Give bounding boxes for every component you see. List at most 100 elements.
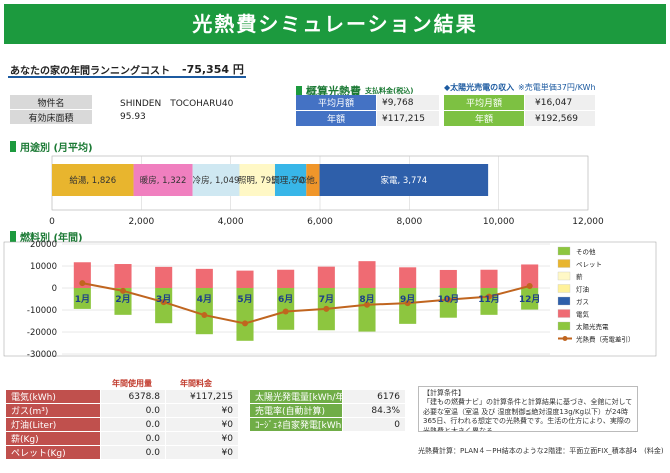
- legend-swatch: [557, 271, 571, 281]
- month-label: 10月: [438, 294, 460, 305]
- estimate-yearly-value: ¥117,215: [377, 111, 439, 126]
- estimate-header: 概算光熱費 支払料金(税込): [296, 83, 413, 99]
- month-label: 4月: [197, 294, 212, 305]
- electric-bar: [358, 261, 376, 288]
- legend-label: 太陽光売電: [576, 322, 609, 331]
- legend-label: その他: [576, 247, 596, 256]
- fuel-tick-label: 0: [52, 284, 57, 294]
- month-label: 8月: [359, 294, 374, 305]
- footer-text: 光熱費計算：PLAN４－PH結本のような2階建：平面立面FIX_積本部4 (料金…: [418, 447, 664, 455]
- usage-bar-調理: [274, 164, 307, 196]
- electric-bar: [480, 269, 498, 288]
- usage-bar-label: 照明, 795: [238, 176, 277, 186]
- solar-yearly-value: ¥192,569: [525, 111, 595, 126]
- col-cost-header: 年間料金: [180, 379, 212, 388]
- usage-tick-label: 8,000: [396, 217, 422, 227]
- legend-swatch: [557, 284, 571, 293]
- section-marker: [10, 141, 16, 152]
- calc-conditions: 【計算条件】 「建もの燃費ナビ」の計算条件と計算結果に基づき、全館に対して必要な…: [418, 386, 638, 432]
- legend-swatch: [557, 259, 571, 268]
- floor-area-value: 95.93: [92, 110, 252, 124]
- estimate-yearly-label: 年額: [296, 111, 376, 126]
- month-label: 5月: [237, 294, 252, 305]
- solar-yearly-label: 年額: [444, 111, 524, 126]
- usage-row-cost: ¥0: [166, 446, 238, 459]
- usage-row-label: ガス(m³): [6, 404, 100, 417]
- solar-note: ※売電単価37円/KWh: [518, 83, 596, 92]
- legend-label: ペレット: [576, 261, 602, 269]
- fuel-tick-label: -30000: [27, 350, 57, 360]
- usage-row-amount: 0.0: [101, 432, 165, 445]
- solar-sell-bar: [73, 288, 91, 309]
- solar-sell-bar: [114, 288, 132, 315]
- net-cost-point: [323, 305, 330, 312]
- property-name-value: SHINDEN TOCOHARU40: [92, 95, 252, 109]
- usage-row-label: 電気(kWh): [6, 390, 100, 403]
- usage-tick-label: 0: [49, 217, 55, 227]
- net-cost-point: [242, 320, 248, 327]
- net-cost-point: [201, 312, 208, 319]
- month-label: 1月: [75, 294, 90, 305]
- usage-bar-label: 給湯, 1,826: [69, 175, 116, 186]
- net-cost-point: [160, 299, 167, 306]
- net-cost-point: [404, 300, 411, 307]
- usage-bar-給湯: [52, 164, 134, 196]
- net-cost-point: [282, 308, 289, 315]
- electric-bar: [439, 269, 457, 288]
- solar-row-value: 0: [343, 418, 405, 431]
- usage-bar-冷房: [192, 164, 240, 196]
- estimate-title: 概算光熱費: [306, 85, 361, 98]
- usage-row-cost: ¥0: [166, 432, 238, 445]
- floor-area-label: 有効床面積: [10, 110, 92, 124]
- usage-tick-label: 12,000: [572, 217, 604, 227]
- usage-bar-label: その他, 297: [289, 175, 336, 186]
- estimate-monthly-label: 平均月額: [296, 95, 376, 110]
- legend-label: 電気: [576, 310, 590, 319]
- legend-swatch: [557, 321, 571, 331]
- solar-sell-bar: [195, 288, 213, 335]
- legend-label: 灯油: [576, 285, 589, 294]
- electric-bar: [317, 266, 335, 288]
- month-label: 6月: [278, 294, 293, 305]
- electric-bar: [73, 262, 91, 288]
- usage-section-header: 用途別 (月平均): [10, 139, 93, 154]
- col-usage-header: 年間使用量: [112, 379, 152, 388]
- usage-row-amount: 0.0: [101, 418, 165, 431]
- electric-bar: [399, 267, 417, 288]
- usage-tick-label: 4,000: [218, 217, 244, 227]
- solar-row-value: 6176: [343, 390, 405, 403]
- solar-sell-bar: [521, 288, 539, 310]
- usage-bar-家電: [319, 164, 489, 196]
- section-marker: [296, 85, 302, 97]
- usage-row-amount: 0.0: [101, 404, 165, 417]
- calc-conditions-title: 【計算条件】: [423, 389, 465, 397]
- solar-monthly-label: 平均月額: [444, 95, 524, 110]
- usage-bar-label: 家電, 3,774: [380, 175, 427, 186]
- property-name-label: 物件名: [10, 95, 92, 109]
- net-cost-point: [445, 296, 452, 303]
- annual-cost-value: -75,354 円: [182, 63, 244, 76]
- usage-bar-label: 冷房, 1,049: [193, 175, 240, 186]
- month-label: 9月: [400, 294, 415, 305]
- fuel-chart: -30000 -20000 -10000 0 10000 20000 1月 2月 3月 4月 5月…: [3, 240, 657, 360]
- net-cost-point: [486, 293, 492, 300]
- usage-row-label: ペレット(Kg): [6, 446, 100, 459]
- usage-bar-label: 調理, 701: [271, 175, 310, 186]
- net-cost-point: [120, 287, 126, 294]
- month-label: 7月: [319, 294, 334, 305]
- solar-row-label: ｺｰｼﾞｪﾈ自家発電[kWh]: [250, 418, 342, 431]
- electric-bar: [277, 269, 295, 288]
- electric-bar: [114, 264, 132, 288]
- fuel-tick-label: 10000: [30, 262, 57, 272]
- usage-row-cost: ¥0: [166, 404, 238, 417]
- month-label: 2月: [115, 294, 130, 305]
- usage-section-title: 用途別 (月平均): [20, 143, 93, 154]
- usage-row-cost: ¥117,215: [166, 390, 238, 403]
- usage-row-amount: 0.0: [101, 446, 165, 459]
- fuel-tick-label: 20000: [30, 240, 57, 250]
- legend-swatch: [557, 246, 571, 256]
- calc-conditions-text: 「建もの燃費ナビ」の計算条件と計算結果に基づき、全館に対して必要な室温（室温 及…: [423, 398, 633, 432]
- usage-row-label: 灯油(Liter): [6, 418, 100, 431]
- month-label: 11月: [478, 294, 500, 305]
- usage-tick-label: 2,000: [128, 217, 154, 227]
